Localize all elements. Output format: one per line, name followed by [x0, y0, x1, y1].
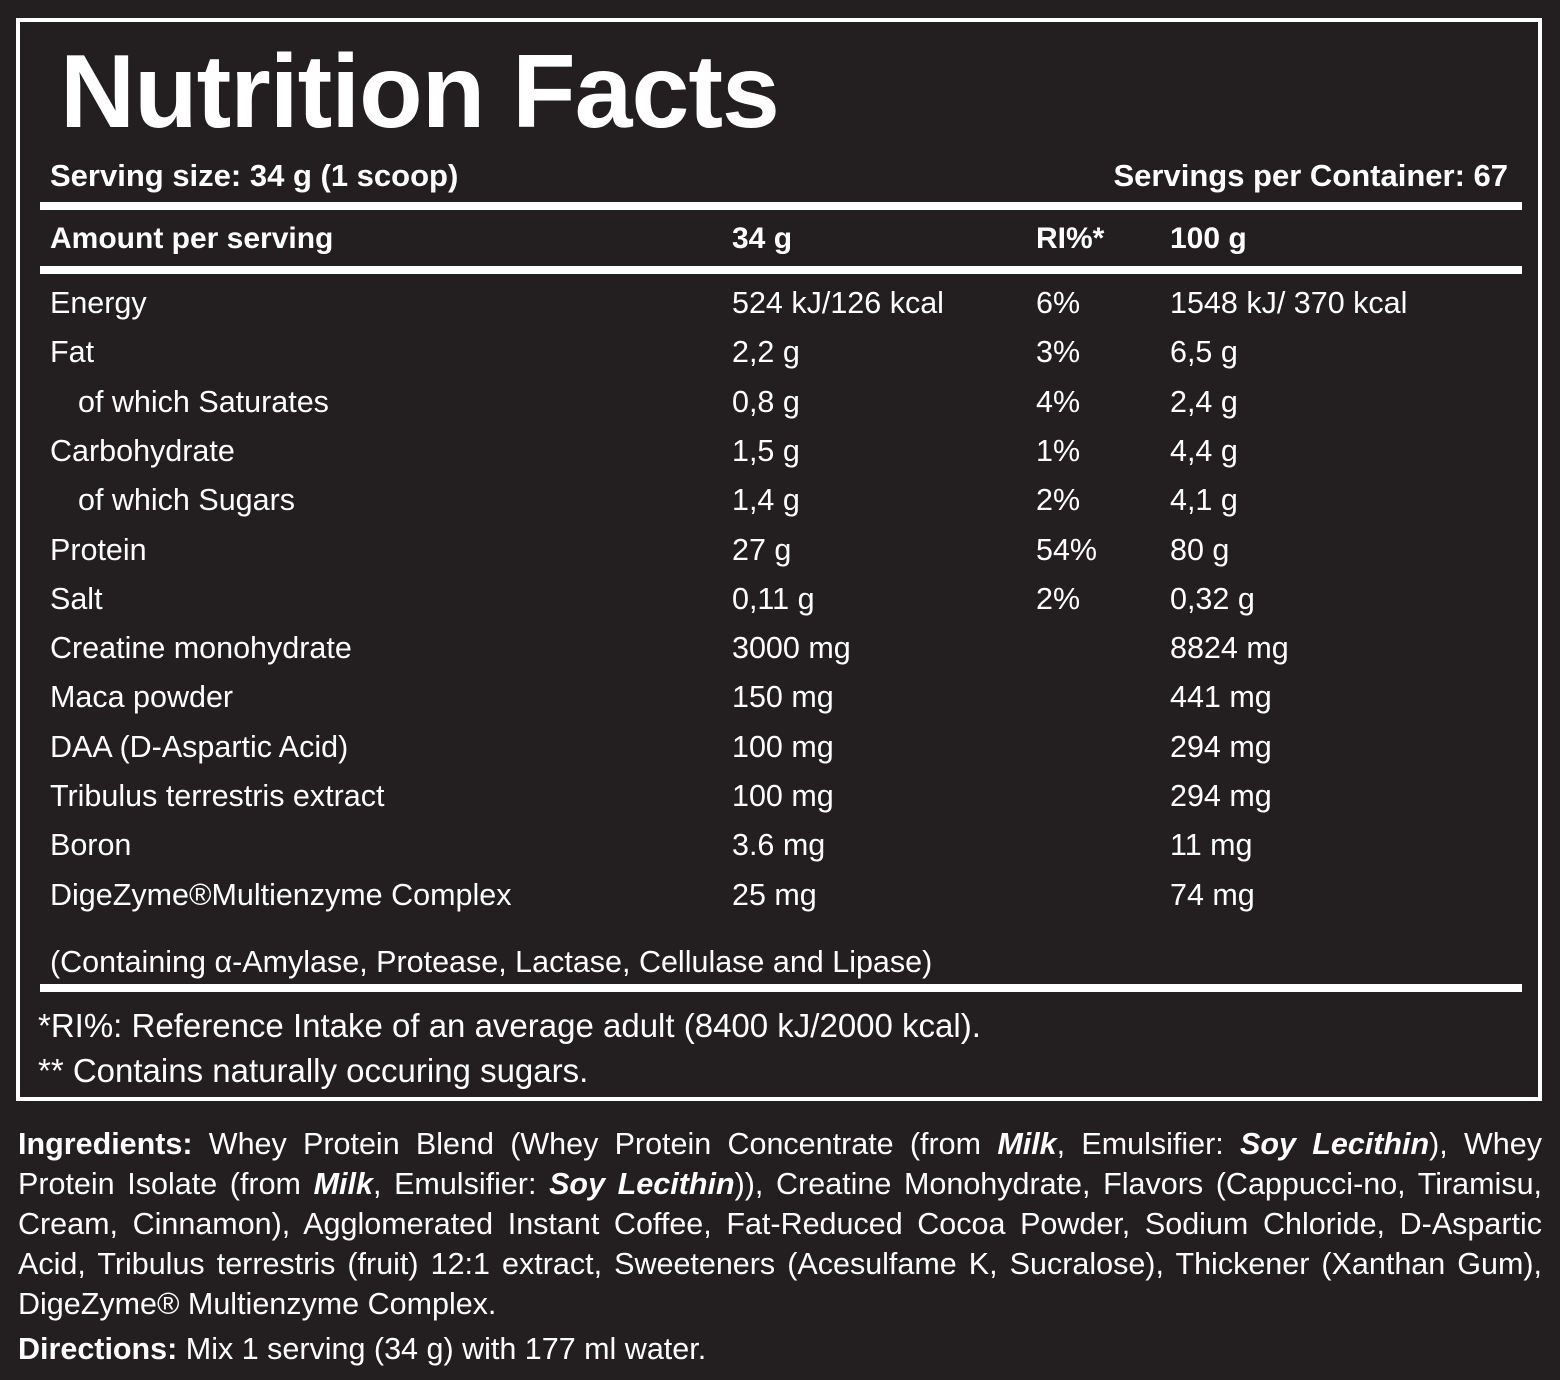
header-amount: Amount per serving — [50, 222, 334, 255]
per-serving-value: 1,4 g — [732, 483, 800, 518]
nutrient-name: Energy — [50, 286, 147, 320]
allergen-milk: Milk — [313, 1167, 373, 1201]
serving-size: Serving size: 34 g (1 scoop) — [50, 158, 459, 193]
nutrient-name: of which Saturates — [78, 384, 329, 419]
ri-percent: 1% — [1036, 433, 1081, 468]
per-100g-value: 6,5 g — [1170, 335, 1238, 370]
per-serving-value: 25 mg — [732, 877, 817, 912]
divider-header — [40, 266, 1522, 274]
per-100g-value: 1548 kJ/ 370 kcal — [1170, 286, 1408, 320]
directions-text: Directions: Mix 1 serving (34 g) with 17… — [18, 1332, 706, 1367]
nutrient-row: Protein 27 g 54% 80 g — [20, 533, 1538, 582]
nutrient-row: Salt 0,11 g 2% 0,32 g — [20, 582, 1538, 631]
nutrition-facts-panel: Nutrition Facts Serving size: 34 g (1 sc… — [16, 18, 1542, 1101]
nutrient-row: Fat 2,2 g 3% 6,5 g — [20, 335, 1538, 384]
per-100g-value: 4,1 g — [1170, 483, 1238, 518]
footnote-sugars: ** Contains naturally occuring sugars. — [38, 1052, 589, 1089]
ri-percent: 6% — [1036, 286, 1081, 320]
nutrient-row: Creatine monohydrate 3000 mg 8824 mg — [20, 631, 1538, 680]
nutrient-row: Boron 3.6 mg 11 mg — [20, 828, 1538, 877]
nutrient-row: Tribulus terrestris extract 100 mg 294 mg — [20, 779, 1538, 828]
nutrient-name: Creatine monohydrate — [50, 631, 352, 666]
per-100g-value: 294 mg — [1170, 729, 1272, 764]
nutrient-name: of which Sugars — [78, 483, 295, 518]
servings-per-container: Servings per Container: 67 — [1113, 158, 1508, 193]
header-ri: RI%* — [1036, 222, 1105, 255]
ri-percent: 2% — [1036, 581, 1081, 616]
footnote-ri: *RI%: Reference Intake of an average adu… — [38, 1007, 981, 1044]
nutrient-name: Salt — [50, 581, 103, 616]
ingredients-part: )), Creatine Monohydrate, Flavors (Cappu… — [18, 1167, 1543, 1321]
per-serving-value: 2,2 g — [732, 335, 800, 370]
ingredients-part: ), Whey Protein Isolate (from — [18, 1127, 1542, 1201]
ingredients-text: Ingredients: Whey Protein Blend (Whey Pr… — [18, 1124, 1542, 1324]
per-100g-value: 74 mg — [1170, 877, 1255, 912]
nutrient-name: Boron — [50, 828, 132, 863]
per-serving-value: 100 mg — [732, 779, 834, 813]
nutrient-row: DigeZyme®Multienzyme Complex 25 mg 74 mg — [20, 878, 1538, 927]
per-100g-value: 4,4 g — [1170, 433, 1238, 468]
ri-percent: 3% — [1036, 335, 1081, 370]
nutrient-name: Fat — [50, 335, 95, 370]
per-serving-value: 150 mg — [732, 680, 834, 715]
header-per-serving: 34 g — [732, 222, 793, 255]
directions-label: Directions: — [18, 1332, 178, 1366]
ingredients-part: , Emulsifier: — [372, 1167, 550, 1201]
nutrient-name: DAA (D-Aspartic Acid) — [50, 729, 349, 764]
per-100g-value: 2,4 g — [1170, 384, 1238, 419]
ingredients-part: Whey Protein Blend (Whey Protein Concent… — [192, 1127, 998, 1161]
nutrient-name: DigeZyme®Multienzyme Complex — [50, 877, 512, 912]
enzyme-note: (Containing α-Amylase, Protease, Lactase… — [50, 945, 933, 979]
divider-top — [40, 202, 1522, 210]
directions-body: Mix 1 serving (34 g) with 177 ml water. — [177, 1332, 707, 1366]
nutrient-name: Protein — [50, 532, 147, 567]
per-serving-value: 0,11 g — [732, 581, 815, 616]
nutrient-row: of which Sugars 1,4 g 2% 4,1 g — [20, 483, 1538, 532]
nutrient-row: of which Saturates 0,8 g 4% 2,4 g — [20, 385, 1538, 434]
per-serving-value: 524 kJ/126 kcal — [732, 286, 944, 320]
nutrient-row: Maca powder 150 mg 441 mg — [20, 680, 1538, 729]
per-serving-value: 27 g — [732, 532, 792, 567]
per-100g-value: 441 mg — [1170, 680, 1272, 715]
allergen-milk: Milk — [997, 1127, 1057, 1161]
per-100g-value: 8824 mg — [1170, 631, 1289, 666]
per-serving-value: 3.6 mg — [732, 828, 826, 863]
header-per-100g: 100 g — [1170, 222, 1247, 255]
per-serving-value: 0,8 g — [732, 384, 800, 419]
per-100g-value: 0,32 g — [1170, 581, 1255, 616]
per-100g-value: 11 mg — [1170, 828, 1253, 863]
ingredients-label: Ingredients: — [18, 1127, 193, 1161]
nutrient-name: Tribulus terrestris extract — [50, 779, 385, 813]
nutrient-row: Carbohydrate 1,5 g 1% 4,4 g — [20, 434, 1538, 483]
per-serving-value: 3000 mg — [732, 631, 851, 666]
ri-percent: 4% — [1036, 384, 1081, 419]
divider-bottom — [40, 984, 1522, 992]
per-100g-value: 80 g — [1170, 532, 1230, 567]
nutrient-name: Carbohydrate — [50, 433, 235, 468]
per-100g-value: 294 mg — [1170, 779, 1272, 813]
per-serving-value: 1,5 g — [732, 433, 800, 468]
allergen-soy: Soy Lecithin — [1240, 1127, 1430, 1161]
nutrient-row: Energy 524 kJ/126 kcal 6% 1548 kJ/ 370 kcal — [20, 286, 1538, 335]
allergen-soy: Soy Lecithin — [549, 1167, 735, 1201]
nutrient-name: Maca powder — [50, 680, 234, 715]
panel-title: Nutrition Facts — [60, 34, 780, 150]
nutrient-row: DAA (D-Aspartic Acid) 100 mg 294 mg — [20, 730, 1538, 779]
ingredients-part: , Emulsifier: — [1056, 1127, 1240, 1161]
ri-percent: 54% — [1036, 532, 1098, 567]
ri-percent: 2% — [1036, 483, 1081, 518]
per-serving-value: 100 mg — [732, 729, 834, 764]
